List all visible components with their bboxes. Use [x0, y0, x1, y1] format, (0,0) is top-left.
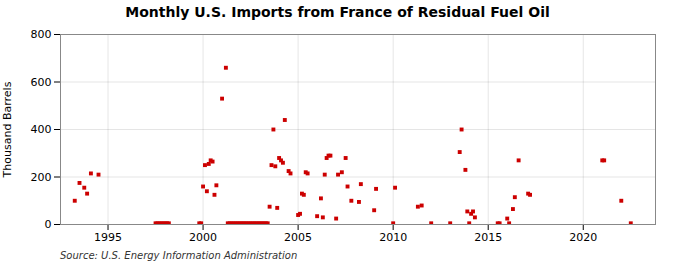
svg-text:200: 200: [31, 171, 52, 184]
html-text:Source: U.S. Energy Informatio: Source: U.S. Energy Information Administ…: [60, 250, 298, 261]
svg-text:Thousand Barrels: Thousand Barrels: [1, 81, 14, 178]
html-text:Monthly U.S. Imports from Fran: Monthly U.S. Imports from France of Resi…: [125, 4, 550, 20]
svg-text:0: 0: [45, 218, 52, 231]
svg-text:2005: 2005: [284, 231, 312, 244]
svg-text:800: 800: [31, 28, 52, 41]
svg-text:2000: 2000: [189, 231, 217, 244]
svg-text:2015: 2015: [474, 231, 502, 244]
svg-text:2020: 2020: [569, 231, 597, 244]
svg-text:600: 600: [31, 76, 52, 89]
svg-text:2010: 2010: [379, 231, 407, 244]
svg-text:1995: 1995: [94, 231, 122, 244]
svg-text:400: 400: [31, 123, 52, 136]
